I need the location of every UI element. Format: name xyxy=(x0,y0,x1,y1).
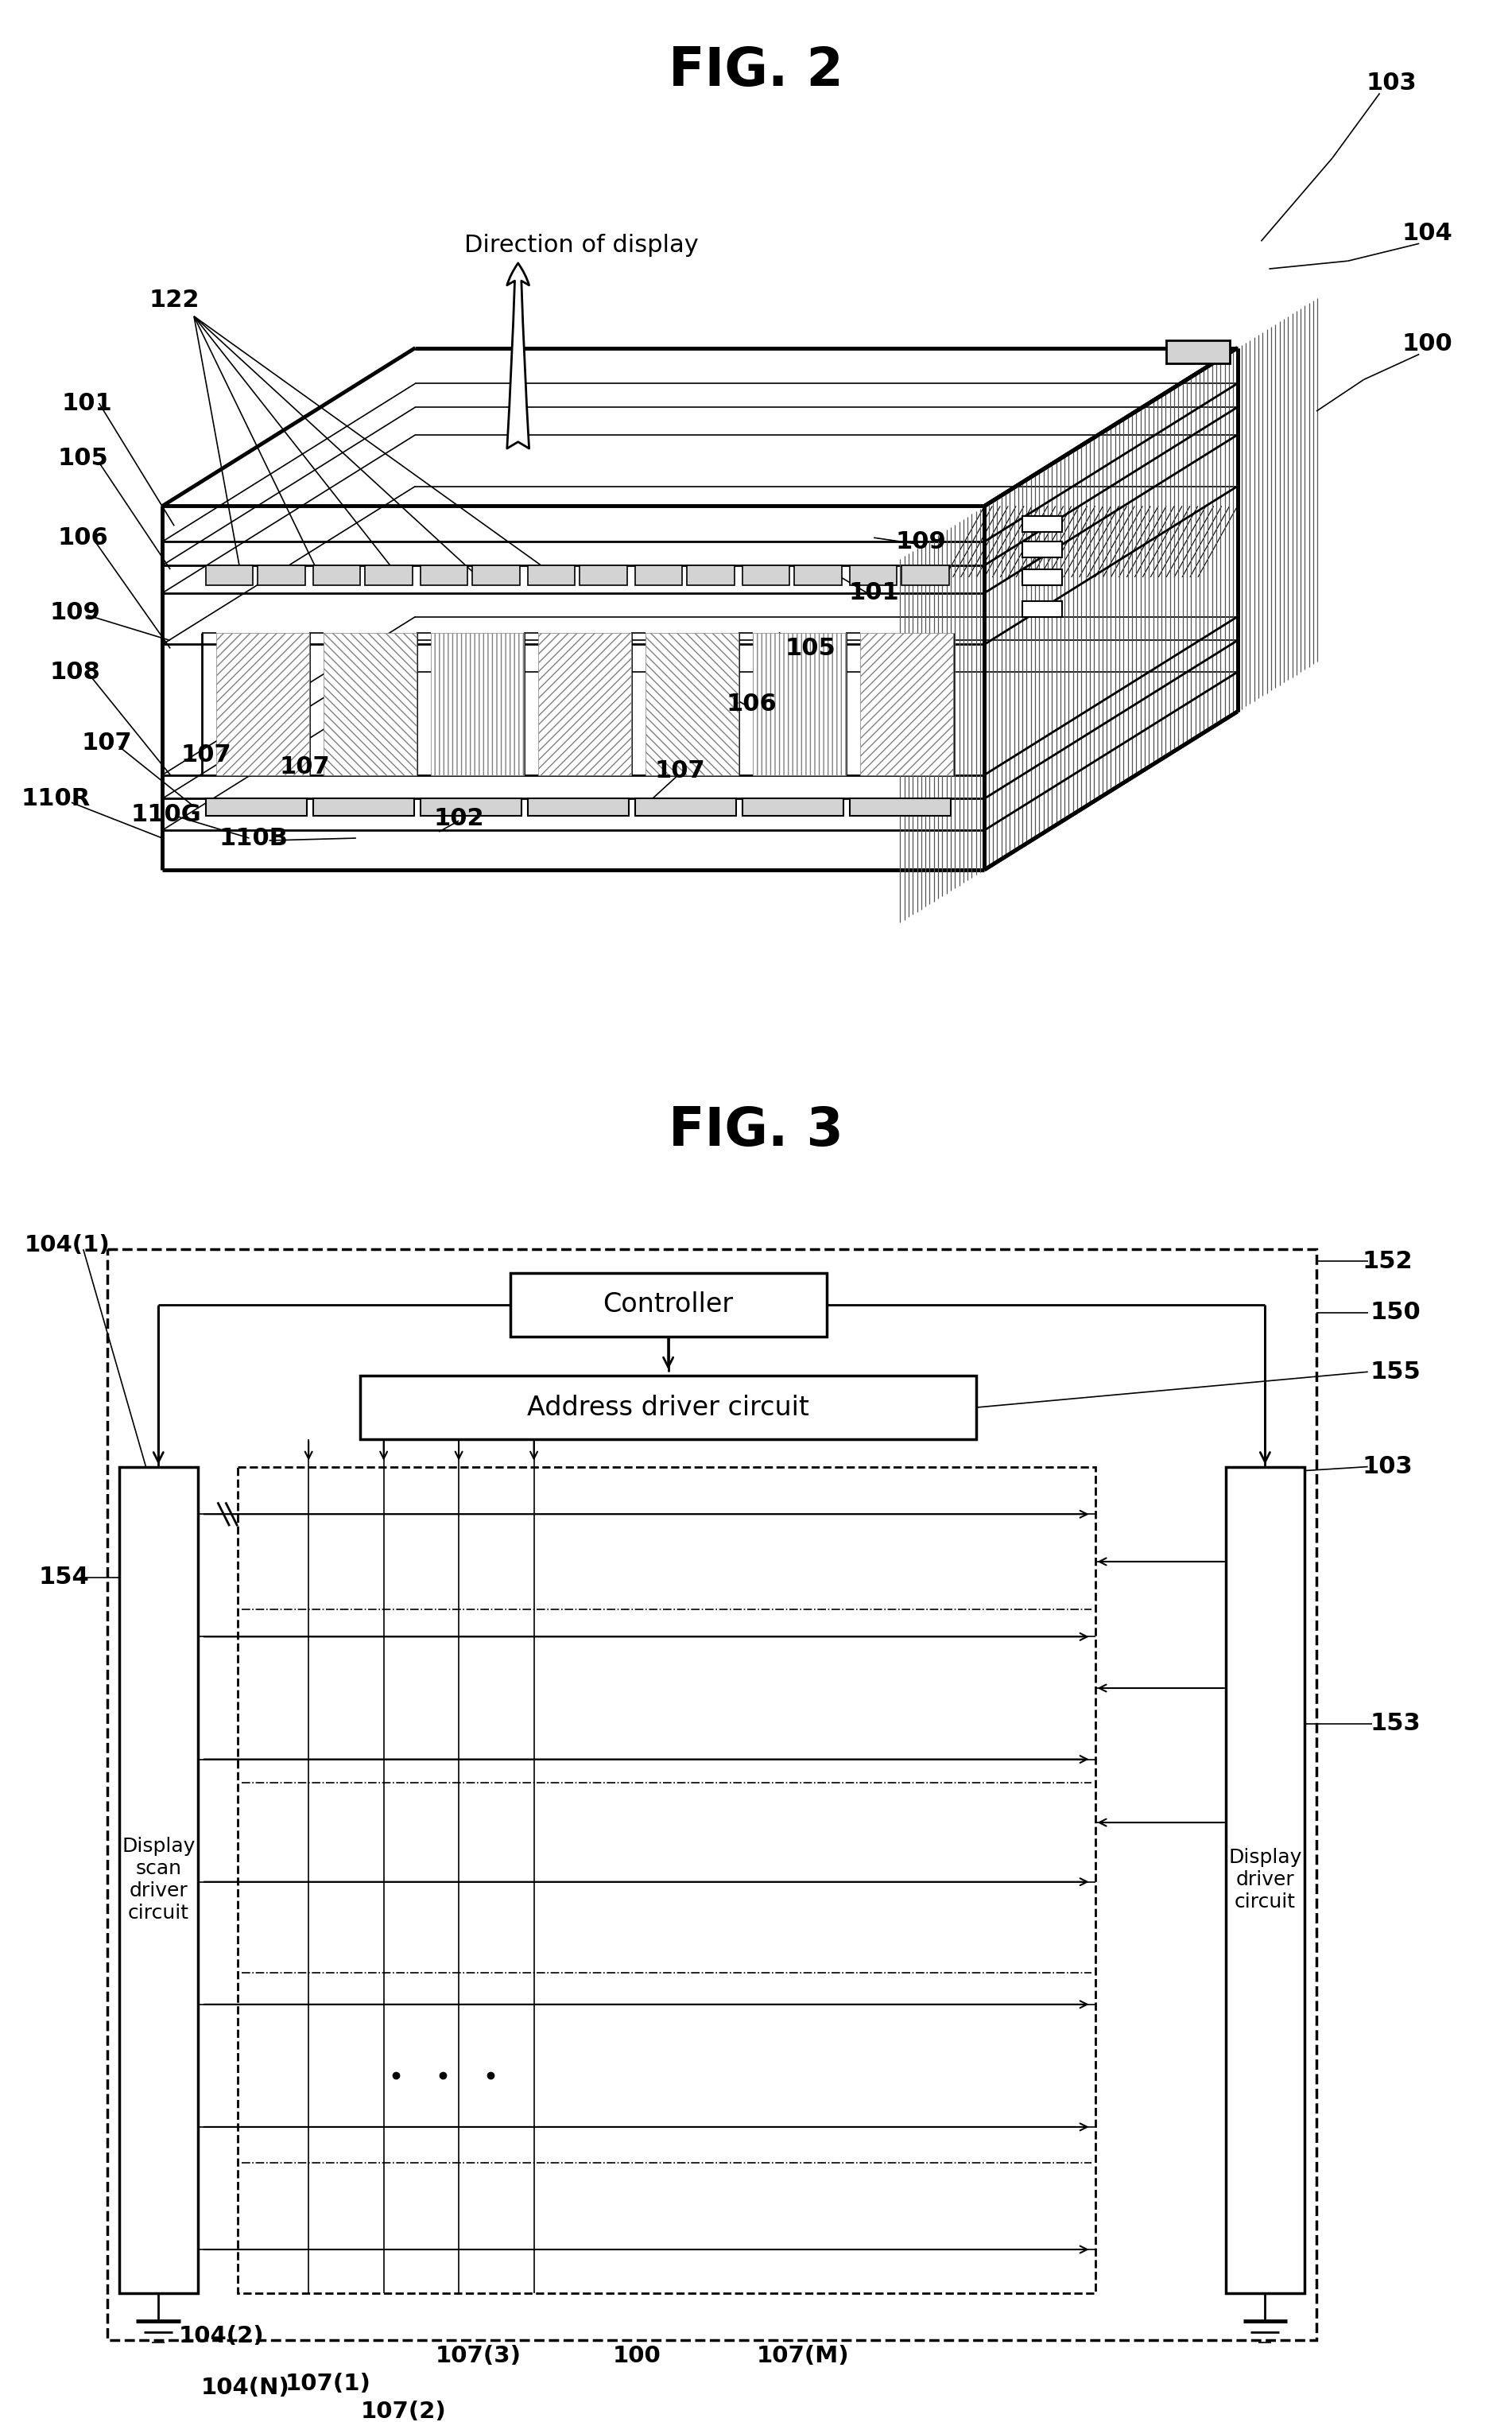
Bar xyxy=(850,564,897,586)
Bar xyxy=(635,564,682,586)
Text: 106: 106 xyxy=(726,693,777,714)
Text: 102: 102 xyxy=(434,807,484,831)
Bar xyxy=(1226,1468,1305,2294)
Bar xyxy=(742,799,844,816)
Bar xyxy=(510,1274,827,1337)
Text: 100: 100 xyxy=(1402,332,1453,356)
Bar xyxy=(860,632,953,775)
Text: 103: 103 xyxy=(1362,1456,1412,1477)
Bar xyxy=(850,799,951,816)
Text: 152: 152 xyxy=(1362,1250,1412,1272)
Text: 104(2): 104(2) xyxy=(178,2325,265,2347)
Text: 101: 101 xyxy=(848,581,900,606)
Bar xyxy=(366,564,413,586)
Text: 107: 107 xyxy=(655,761,706,782)
Text: Direction of display: Direction of display xyxy=(464,233,699,257)
Bar xyxy=(1022,516,1061,533)
Text: 155: 155 xyxy=(1370,1361,1421,1383)
Text: 109: 109 xyxy=(50,601,101,625)
Bar xyxy=(313,564,360,586)
Bar xyxy=(646,632,738,775)
Bar xyxy=(107,1250,1317,2340)
Bar xyxy=(1022,543,1061,557)
Text: 107(2): 107(2) xyxy=(360,2400,446,2422)
Bar xyxy=(538,632,631,775)
Text: 107(3): 107(3) xyxy=(435,2344,522,2366)
Bar xyxy=(528,799,629,816)
Text: 105: 105 xyxy=(785,637,836,659)
Text: 107: 107 xyxy=(280,756,330,777)
Text: 110G: 110G xyxy=(132,802,201,826)
Text: 104: 104 xyxy=(1402,223,1453,245)
Polygon shape xyxy=(984,349,1237,869)
Text: FIG. 2: FIG. 2 xyxy=(668,46,844,97)
Text: Address driver circuit: Address driver circuit xyxy=(528,1395,809,1422)
Bar xyxy=(206,799,307,816)
Text: 100: 100 xyxy=(612,2344,661,2366)
Text: 122: 122 xyxy=(150,288,200,312)
Text: 106: 106 xyxy=(57,526,109,550)
Text: 154: 154 xyxy=(38,1567,89,1589)
Bar xyxy=(528,564,575,586)
Text: 150: 150 xyxy=(1370,1301,1421,1325)
Text: 107(1): 107(1) xyxy=(286,2374,372,2395)
Text: 107: 107 xyxy=(180,744,231,768)
Text: 104(1): 104(1) xyxy=(24,1235,110,1257)
Bar xyxy=(216,632,308,775)
Text: Controller: Controller xyxy=(603,1291,733,1318)
Text: 103: 103 xyxy=(1367,73,1417,94)
Text: 107(M): 107(M) xyxy=(756,2344,850,2366)
Text: FIG. 3: FIG. 3 xyxy=(668,1104,844,1158)
Text: 108: 108 xyxy=(50,661,101,683)
Text: 104(N): 104(N) xyxy=(201,2376,290,2400)
Bar xyxy=(360,1376,977,1439)
Bar xyxy=(420,564,467,586)
Bar xyxy=(1022,569,1061,586)
Bar xyxy=(794,564,842,586)
Text: 153: 153 xyxy=(1370,1712,1421,1734)
Bar xyxy=(237,1468,1095,2294)
Text: 110R: 110R xyxy=(21,787,91,809)
Bar xyxy=(324,632,416,775)
Bar xyxy=(742,564,789,586)
Text: 101: 101 xyxy=(62,392,112,414)
Text: Display
scan
driver
circuit: Display scan driver circuit xyxy=(121,1838,195,1923)
Bar xyxy=(1022,601,1061,618)
Bar xyxy=(686,564,735,586)
Bar xyxy=(472,564,520,586)
Bar xyxy=(313,799,414,816)
Bar xyxy=(206,564,253,586)
Text: 110B: 110B xyxy=(219,826,287,850)
Bar xyxy=(1166,339,1229,363)
Bar xyxy=(635,799,736,816)
Bar xyxy=(431,632,523,775)
Bar xyxy=(901,564,950,586)
Text: 107: 107 xyxy=(82,731,132,756)
Polygon shape xyxy=(162,349,1237,506)
Bar xyxy=(119,1468,198,2294)
Bar xyxy=(420,799,522,816)
Bar xyxy=(753,632,845,775)
Bar xyxy=(259,564,305,586)
Bar xyxy=(579,564,627,586)
Text: 109: 109 xyxy=(895,530,947,552)
Text: 105: 105 xyxy=(57,448,109,470)
Text: Display
driver
circuit: Display driver circuit xyxy=(1228,1848,1302,1911)
